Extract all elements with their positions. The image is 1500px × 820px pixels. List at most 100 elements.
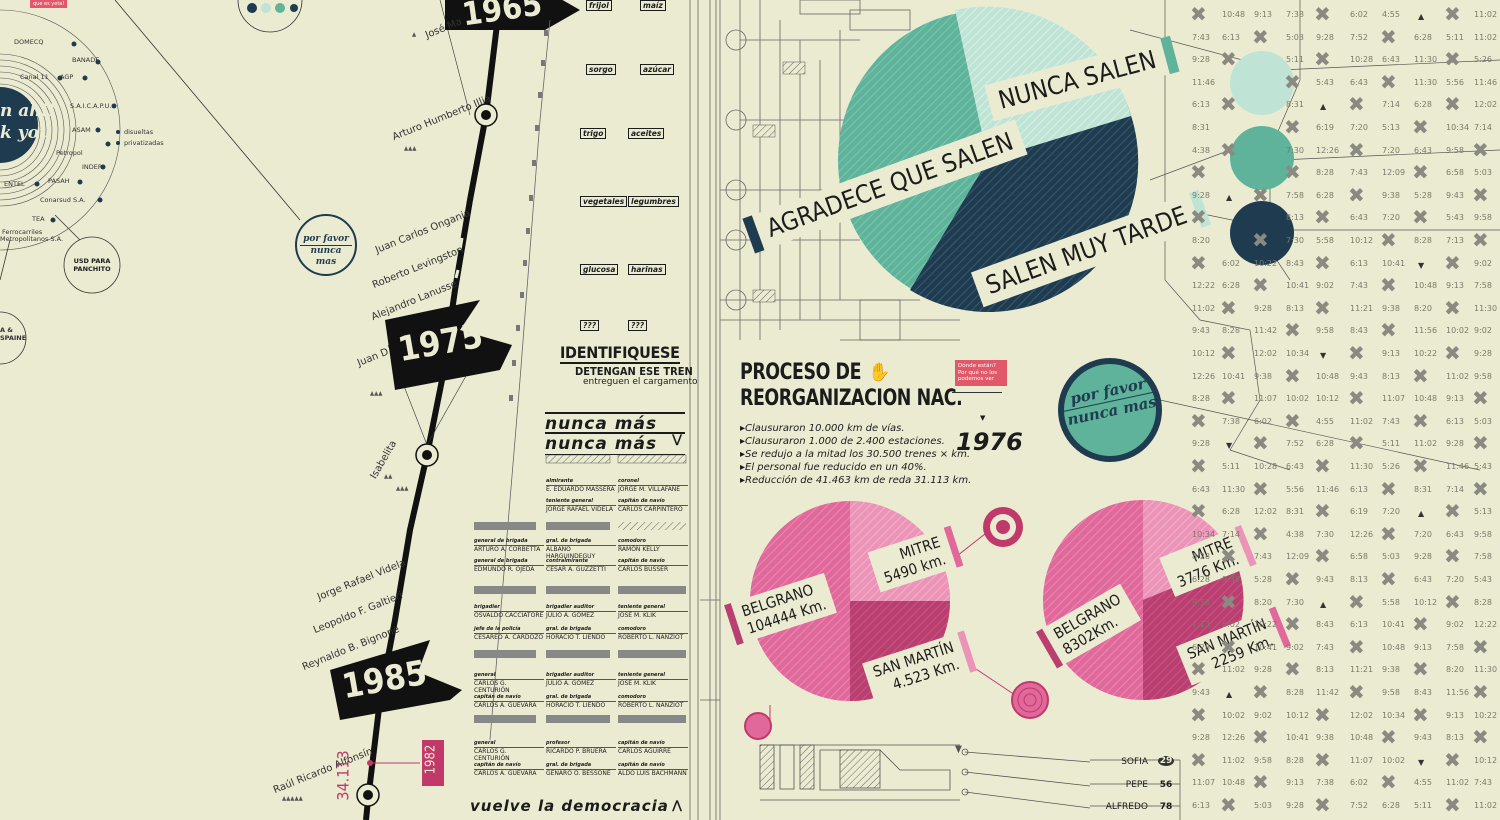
svg-text:▼: ▼ xyxy=(955,744,962,755)
junta-name: RICARDO P. BRUERA xyxy=(546,747,616,755)
x-mark-icon: ✖ xyxy=(1380,567,1397,591)
company-label: INDER xyxy=(82,163,103,171)
schedule-time: 9:28 xyxy=(1286,801,1304,810)
junta-name: JULIO A. GÓMEZ xyxy=(546,611,616,619)
schedule-time: 11:46 xyxy=(1474,77,1498,87)
schedule-time: 9:02 xyxy=(1286,642,1304,652)
junta-member: gral. de brigada HORACIO T. LIENDO xyxy=(546,626,616,641)
junta-rank: brigadier auditor xyxy=(546,604,595,610)
schedule-time: 6:02 xyxy=(1222,258,1240,268)
x-mark-icon: ✖ xyxy=(1220,341,1237,365)
schedule-time: 7:43 xyxy=(1350,281,1368,291)
junta-name: CARLOS CARPINTERO xyxy=(618,505,688,513)
schedule-time: 10:12 xyxy=(1316,394,1340,404)
x-mark-icon: ✖ xyxy=(1284,69,1301,94)
schedule-time: 8:13 xyxy=(1286,303,1304,313)
x-mark-icon: ✖ xyxy=(1220,92,1237,117)
schedule-time: 7:58 xyxy=(1446,642,1464,652)
schedule-time: 8:43 xyxy=(1316,620,1334,630)
schedule-time: 7:38 xyxy=(1286,10,1304,19)
schedule-time: 7:20 xyxy=(1382,145,1400,155)
x-mark-icon: ✖ xyxy=(1380,273,1397,298)
railway-schematic xyxy=(700,0,960,820)
x-mark-icon: ✖ xyxy=(1472,386,1489,411)
fact-item: Reducción de 41.463 km de reda 31.113 km… xyxy=(740,474,971,487)
schedule-time: 10:12 xyxy=(1286,710,1310,720)
schedule-time: 6:13 xyxy=(1350,620,1368,630)
schedule-time: 9:02 xyxy=(1474,326,1492,336)
junta-member: comodoro RAMÓN KELLY xyxy=(618,538,688,553)
quote-bubble: que es yeta! xyxy=(30,0,68,8)
food-chip: aceites xyxy=(628,128,665,139)
junta-member: general CARLOS G. CENTURIÓN xyxy=(474,672,544,694)
schedule-time: 7:14 xyxy=(1222,529,1240,539)
schedule-time: 9:38 xyxy=(1382,190,1400,200)
company-label: PASAH xyxy=(48,177,70,185)
x-mark-icon: ✖ xyxy=(1314,2,1331,26)
x-mark-icon: ✖ xyxy=(1472,476,1489,501)
schedule-time: 9:43 xyxy=(1192,326,1210,336)
x-mark-icon: ✖ xyxy=(1252,680,1269,704)
x-mark-icon: ✖ xyxy=(1284,612,1301,637)
schedule-time: 8:28 xyxy=(1474,597,1492,607)
x-mark-icon: ✖ xyxy=(1190,747,1207,772)
junta-member: almirante E. EDUARDO MASSERA xyxy=(546,478,616,493)
year-tag-1982: 1982 xyxy=(423,744,439,775)
x-mark-icon: ✖ xyxy=(1252,273,1269,298)
schedule-time: 9:13 xyxy=(1446,281,1464,291)
schedule-time: 8:31 xyxy=(1414,484,1432,494)
junta-member: capitán de navío CARLOS BUSSER xyxy=(618,558,688,573)
x-mark-icon: ✖ xyxy=(1412,657,1429,682)
x-mark-icon: ✖ xyxy=(1190,657,1207,682)
schedule-time: 8:28 xyxy=(1286,688,1304,697)
schedule-time: 6:13 xyxy=(1222,32,1240,42)
food-chip: legumbres xyxy=(628,196,679,207)
junta-rank: brigadier auditor xyxy=(546,672,595,678)
junta-rank: capitán de navío xyxy=(618,762,665,768)
x-mark-icon: ✖ xyxy=(1314,47,1331,72)
vuelve-democracia: vuelve la democracia xyxy=(470,797,669,815)
schedule-time: 12:22 xyxy=(1192,281,1216,291)
x-mark-icon: ✖ xyxy=(1314,544,1331,569)
junta-member: brigadier auditor JULIO A. GÓMEZ xyxy=(546,672,616,687)
schedule-time: 6:13 xyxy=(1192,801,1210,810)
schedule-time: 11:30 xyxy=(1222,484,1246,494)
schedule-time: 11:30 xyxy=(1414,55,1438,65)
food-chip: glucosa xyxy=(580,264,619,275)
schedule-time: 7:58 xyxy=(1286,190,1304,200)
schedule-time: 9:28 xyxy=(1446,439,1464,449)
schedule-time: 6:28 xyxy=(1222,507,1240,517)
schedule-time: 9:28 xyxy=(1316,32,1334,42)
fact-item: El personal fue reducido en un 40%. xyxy=(740,461,971,474)
facts-list: Clausuraron 10.000 km de vías.Clausuraro… xyxy=(740,422,971,487)
x-mark-icon: ✖ xyxy=(1314,454,1331,478)
schedule-time: 11:46 xyxy=(1192,77,1216,87)
x-mark-icon: ✖ xyxy=(1380,24,1397,49)
x-mark-icon: ✖ xyxy=(1252,725,1269,750)
schedule-time: 8:13 xyxy=(1382,371,1400,381)
schedule-time: 9:38 xyxy=(1382,303,1400,313)
schedule-time: 6:58 xyxy=(1446,168,1464,178)
schedule-time: 9:38 xyxy=(1382,665,1400,675)
schedule-time: 4:55 xyxy=(1382,10,1400,19)
x-mark-icon: ✖ xyxy=(1380,476,1397,501)
target-circles xyxy=(744,507,1049,740)
entreguen-line: entreguen el cargamento xyxy=(583,377,698,387)
schedule-time: 6:28 xyxy=(1382,801,1400,810)
triangle-icon: ▼ xyxy=(1418,260,1425,270)
schedule-time: 9:02 xyxy=(1254,710,1272,720)
schedule-time: 11:07 xyxy=(1192,778,1216,788)
food-chip: ??? xyxy=(628,320,648,331)
junta-rank: general xyxy=(474,672,496,678)
company-label: Metropolitanos S.A. xyxy=(0,235,64,243)
svg-text:▲▲▲: ▲▲▲ xyxy=(404,145,417,152)
schedule-time: 7:14 xyxy=(1382,100,1400,110)
x-mark-icon: ✖ xyxy=(1444,499,1461,524)
chevron-down-icon: ⋁ xyxy=(672,432,683,446)
schedule-time: 6:19 xyxy=(1316,123,1334,132)
fact-item: Se redujo a la mitad los 30.500 trenes ×… xyxy=(740,448,971,461)
junta-rank: coronel xyxy=(618,478,639,484)
center-line-2: k you xyxy=(0,123,52,143)
nunca-mas-1: nunca más xyxy=(545,412,685,434)
